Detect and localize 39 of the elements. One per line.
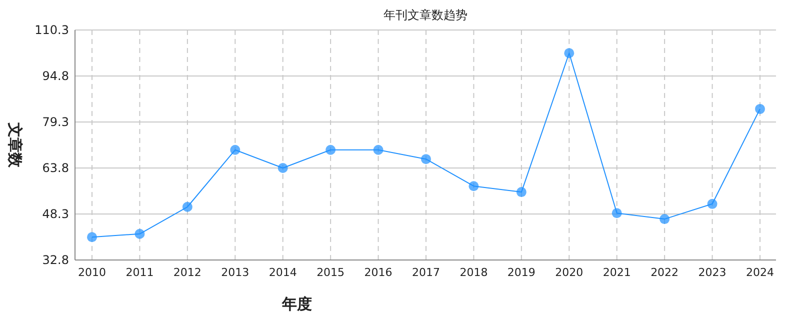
x-tick-label: 2021 xyxy=(602,266,631,279)
point xyxy=(278,163,288,173)
point xyxy=(707,198,718,209)
point xyxy=(660,214,670,224)
y-tick-label: 48.3 xyxy=(42,207,69,221)
x-axis-title: 年度 xyxy=(281,295,312,313)
point xyxy=(182,202,192,212)
y-tick-label: 110.3 xyxy=(34,23,69,37)
point xyxy=(516,187,526,198)
x-tick-label: 2017 xyxy=(412,266,440,279)
x-tick-label: 2023 xyxy=(698,266,726,279)
point xyxy=(230,144,240,155)
y-tick-label: 94.8 xyxy=(42,69,69,83)
point xyxy=(564,48,574,58)
y-axis-title: 文章数 xyxy=(6,122,24,168)
point xyxy=(468,181,479,192)
point xyxy=(612,208,622,218)
x-tick-label: 2015 xyxy=(316,266,345,279)
y-tick-label: 32.8 xyxy=(42,253,69,267)
point xyxy=(755,104,765,114)
x-tick-label: 2016 xyxy=(364,266,392,279)
x-tick-label: 2018 xyxy=(460,266,488,279)
point xyxy=(134,228,145,239)
x-tick-label: 2014 xyxy=(268,266,297,279)
x-tick-label: 2013 xyxy=(221,266,250,279)
point xyxy=(87,232,97,242)
x-tick-label: 2024 xyxy=(746,266,774,279)
x-tick-label: 2019 xyxy=(507,266,536,279)
x-tick-label: 2011 xyxy=(126,266,154,279)
x-tick-label: 2020 xyxy=(555,266,584,279)
x-tick-label: 2010 xyxy=(78,266,106,279)
y-tick-label: 79.3 xyxy=(42,115,69,129)
point xyxy=(373,144,384,155)
point xyxy=(326,144,336,155)
chart-title: 年刊文章数趋势 xyxy=(384,8,468,22)
y-tick-label: 63.8 xyxy=(42,161,69,175)
x-tick-label: 2012 xyxy=(173,266,202,279)
x-tick-label: 2022 xyxy=(650,266,679,279)
point xyxy=(421,154,431,164)
